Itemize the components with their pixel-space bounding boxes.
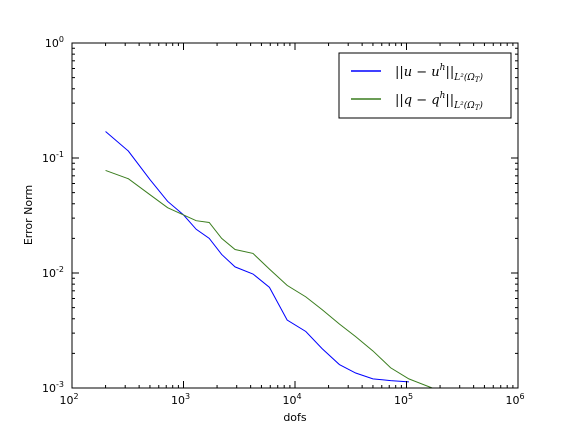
legend: ||u − uh||L²(ΩT) ||q − qh||L²(ΩT) <box>338 52 512 119</box>
ticks-layer: 102 103 104 105 106 100 10-1 10-2 10-3 <box>42 35 525 407</box>
series-layer <box>105 131 433 389</box>
legend-box <box>338 52 512 119</box>
legend-label-1: ||u − uh||L²(ΩT) <box>395 63 483 84</box>
x-tick-label: 105 <box>394 392 413 407</box>
y-tick-label: 10-1 <box>42 150 64 165</box>
series-line-2 <box>105 169 433 389</box>
y-axis-label: Error Norm <box>22 185 35 245</box>
x-tick-label: 104 <box>282 392 301 407</box>
y-tick-label: 10-3 <box>42 380 64 395</box>
x-tick-label: 103 <box>171 392 190 407</box>
legend-label-2: ||q − qh||L²(ΩT) <box>395 91 483 112</box>
x-tick-label: 102 <box>59 392 78 407</box>
y-tick-label: 100 <box>45 35 64 50</box>
x-axis-label: dofs <box>283 411 307 424</box>
series-line-1 <box>105 131 409 383</box>
x-tick-label: 106 <box>505 392 524 407</box>
y-tick-label: 10-2 <box>42 265 64 280</box>
